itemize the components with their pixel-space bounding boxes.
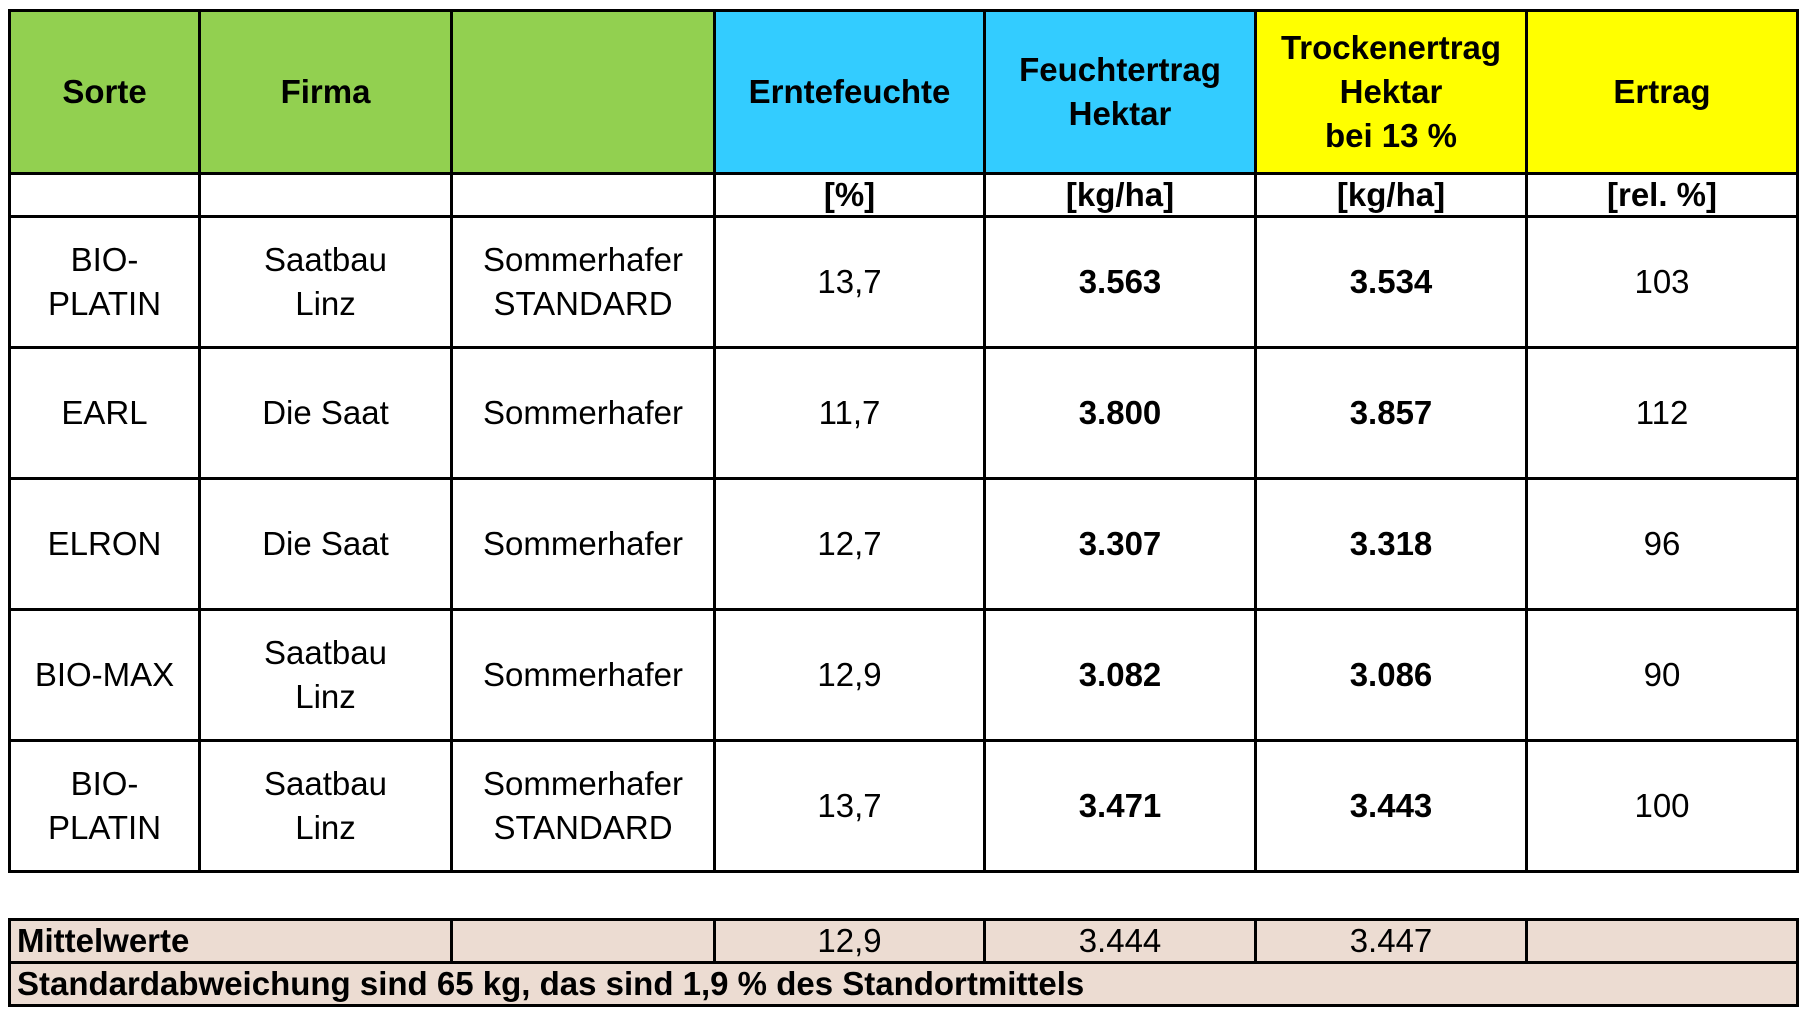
note-row: Standardabweichung sind 65 kg, das sind … [8, 961, 1799, 1007]
cell-feuchtertrag: 3.471 [983, 739, 1257, 873]
cell-sorte: EARL [8, 346, 201, 480]
sorte-line1: BIO- [70, 765, 139, 802]
summary-table: Mittelwerte 12,9 3.444 3.447 Standardabw… [8, 918, 1799, 1007]
unit-erntefeuchte: [%] [713, 172, 986, 218]
cell-typ: Sommerhafer STANDARD [450, 739, 716, 873]
cell-typ: Sommerhafer [450, 608, 716, 742]
unit-feuchtertrag: [kg/ha] [983, 172, 1257, 218]
cell-typ: Sommerhafer [450, 346, 716, 480]
cell-firma: Saatbau Linz [198, 215, 453, 349]
summary-feuchtertrag: 3.444 [983, 918, 1257, 964]
cell-erntefeuchte: 12,9 [713, 608, 986, 742]
cell-feuchtertrag: 3.307 [983, 477, 1257, 611]
table-row: EARL Die Saat Sommerhafer 11,7 3.800 3.8… [8, 346, 1799, 480]
header-trockenertrag: Trockenertrag Hektar bei 13 % [1254, 9, 1528, 175]
header-erntefeuchte: Erntefeuchte [713, 9, 986, 175]
sorte-line2: PLATIN [47, 285, 162, 322]
table-row: ELRON Die Saat Sommerhafer 12,7 3.307 3.… [8, 477, 1799, 611]
cell-firma: Saatbau Linz [198, 739, 453, 873]
header-trockenertrag-line2: Hektar [1339, 73, 1443, 110]
firma-line1: Saatbau [264, 241, 387, 278]
firma-line1: Saatbau [264, 634, 387, 671]
sorte-line1: BIO- [70, 241, 139, 278]
header-trockenertrag-line3: bei 13 % [1324, 117, 1458, 154]
table-row: BIO- PLATIN Saatbau Linz Sommerhafer STANDA… [8, 215, 1799, 349]
firma-line2: Linz [295, 678, 356, 715]
header-trockenertrag-line1: Trockenertrag [1280, 29, 1502, 66]
header-ertrag: Ertrag [1525, 9, 1799, 175]
cell-ertrag: 112 [1525, 346, 1799, 480]
cell-trockenertrag: 3.857 [1254, 346, 1528, 480]
cell-ertrag: 100 [1525, 739, 1799, 873]
header-feuchtertrag-line2: Hektar [1068, 95, 1172, 132]
summary-empty [1525, 918, 1799, 964]
cell-feuchtertrag: 3.082 [983, 608, 1257, 742]
summary-empty [450, 918, 716, 964]
firma-line1: Saatbau [264, 765, 387, 802]
summary-trockenertrag: 3.447 [1254, 918, 1528, 964]
table-row: BIO-MAX Saatbau Linz Sommerhafer 12,9 3.0… [8, 608, 1799, 742]
cell-sorte: ELRON [8, 477, 201, 611]
cell-erntefeuchte: 13,7 [713, 739, 986, 873]
firma-line2: Linz [295, 809, 356, 846]
firma-line2: Linz [295, 285, 356, 322]
cell-feuchtertrag: 3.563 [983, 215, 1257, 349]
cell-erntefeuchte: 13,7 [713, 215, 986, 349]
cell-erntefeuchte: 11,7 [713, 346, 986, 480]
typ-line1: Sommerhafer [483, 241, 683, 278]
unit-trockenertrag: [kg/ha] [1254, 172, 1528, 218]
firma-line1: Die Saat [262, 525, 389, 562]
summary-erntefeuchte: 12,9 [713, 918, 986, 964]
firma-line1: Die Saat [262, 394, 389, 431]
typ-line1: Sommerhafer [483, 765, 683, 802]
cell-ertrag: 90 [1525, 608, 1799, 742]
header-feuchtertrag-line1: Feuchtertrag [1019, 51, 1221, 88]
summary-label: Mittelwerte [8, 918, 453, 964]
header-blank [450, 9, 716, 175]
cell-ertrag: 96 [1525, 477, 1799, 611]
cell-ertrag: 103 [1525, 215, 1799, 349]
sorte-line1: BIO-MAX [34, 656, 175, 693]
header-feuchtertrag: Feuchtertrag Hektar [983, 9, 1257, 175]
cell-sorte: BIO- PLATIN [8, 215, 201, 349]
yield-table: Sorte Firma Erntefeuchte Feuchtertrag He… [8, 9, 1799, 873]
cell-trockenertrag: 3.086 [1254, 608, 1528, 742]
unit-empty [198, 172, 453, 218]
typ-line1: Sommerhafer [483, 525, 683, 562]
unit-ertrag: [rel. %] [1525, 172, 1799, 218]
typ-line1: Sommerhafer [483, 656, 683, 693]
cell-typ: Sommerhafer [450, 477, 716, 611]
cell-erntefeuchte: 12,7 [713, 477, 986, 611]
typ-line2: STANDARD [493, 285, 673, 322]
cell-sorte: BIO- PLATIN [8, 739, 201, 873]
sorte-line2: PLATIN [47, 809, 162, 846]
cell-firma: Die Saat [198, 346, 453, 480]
header-sorte: Sorte [8, 9, 201, 175]
sorte-line1: EARL [61, 394, 148, 431]
cell-sorte: BIO-MAX [8, 608, 201, 742]
cell-trockenertrag: 3.318 [1254, 477, 1528, 611]
cell-firma: Saatbau Linz [198, 608, 453, 742]
cell-trockenertrag: 3.534 [1254, 215, 1528, 349]
typ-line2: STANDARD [493, 809, 673, 846]
header-firma: Firma [198, 9, 453, 175]
sorte-line1: ELRON [47, 525, 162, 562]
cell-feuchtertrag: 3.800 [983, 346, 1257, 480]
summary-row: Mittelwerte 12,9 3.444 3.447 [8, 918, 1799, 964]
typ-line1: Sommerhafer [483, 394, 683, 431]
std-deviation-note: Standardabweichung sind 65 kg, das sind … [8, 961, 1799, 1007]
unit-empty [8, 172, 201, 218]
unit-empty [450, 172, 716, 218]
cell-typ: Sommerhafer STANDARD [450, 215, 716, 349]
table-row: BIO- PLATIN Saatbau Linz Sommerhafer STANDA… [8, 739, 1799, 873]
cell-trockenertrag: 3.443 [1254, 739, 1528, 873]
cell-firma: Die Saat [198, 477, 453, 611]
header-row: Sorte Firma Erntefeuchte Feuchtertrag He… [8, 9, 1799, 175]
units-row: [%] [kg/ha] [kg/ha] [rel. %] [8, 172, 1799, 218]
